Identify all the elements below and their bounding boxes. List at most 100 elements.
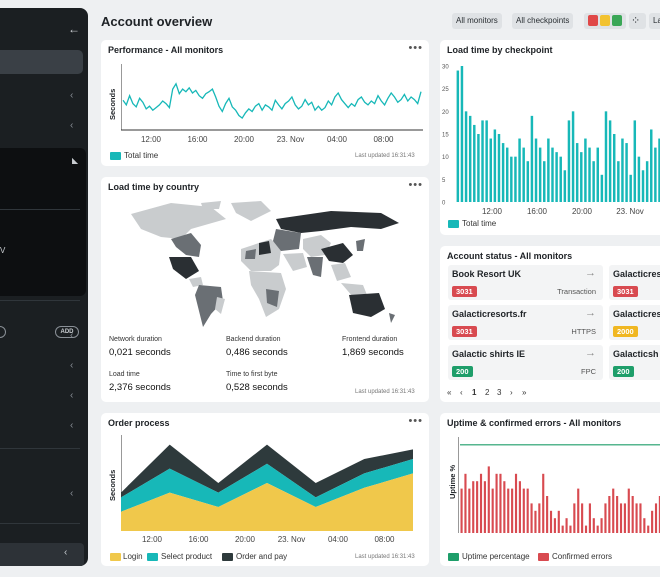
- sidebar-item-selected[interactable]: [0, 50, 83, 74]
- legend-swatch: [448, 220, 459, 228]
- country-card: Load time by country ••• Network duratio…: [101, 177, 429, 402]
- card-title: Account status - All monitors: [447, 251, 573, 261]
- legend-label: Uptime percentage: [462, 552, 530, 561]
- all-checkpoints-button[interactable]: All checkpoints: [512, 13, 574, 29]
- monitor-tile[interactable]: Galactic shirts IE → 200 FPC: [448, 345, 603, 380]
- bar: [571, 111, 575, 202]
- add-button[interactable]: ADD: [55, 326, 79, 338]
- pager-page[interactable]: 2: [485, 388, 490, 397]
- chevron-left-icon[interactable]: ‹: [70, 420, 74, 431]
- error-bar: [468, 488, 471, 533]
- x-tick-label: 16:00: [188, 535, 209, 544]
- more-icon[interactable]: •••: [408, 179, 423, 191]
- bar: [530, 115, 534, 202]
- monitor-tile[interactable]: Book Resort UK → 3031 Transaction: [448, 265, 603, 300]
- bar: [493, 129, 497, 202]
- error-bar: [631, 496, 634, 533]
- error-bar: [588, 503, 591, 533]
- chevron-left-icon: ‹: [64, 547, 68, 558]
- monitor-tile[interactable]: Galacticres 3031: [609, 265, 660, 300]
- more-icon[interactable]: •••: [408, 415, 423, 427]
- monitor-name: Book Resort UK: [452, 269, 522, 279]
- order-chart: 12:00 16:00 20:00 23. Nov 04:00 08:00: [121, 435, 413, 544]
- arrow-right-icon: →: [585, 267, 596, 279]
- status-green-toggle[interactable]: [612, 15, 622, 26]
- legend-label: Total time: [462, 219, 497, 228]
- chevron-left-icon[interactable]: ‹: [70, 360, 74, 371]
- error-bar: [561, 525, 564, 533]
- error-bar: [538, 503, 541, 533]
- stat-label: Backend duration: [226, 336, 281, 343]
- bar: [658, 138, 660, 202]
- monitor-tile[interactable]: Galacticres 2000: [609, 305, 660, 340]
- error-bar: [507, 488, 510, 533]
- y-tick-label: 25: [442, 87, 449, 93]
- legend-swatch: [222, 553, 233, 561]
- uptime-line: [460, 444, 660, 446]
- bar: [633, 120, 637, 202]
- error-bar: [472, 481, 475, 533]
- chevron-left-icon[interactable]: ‹: [70, 90, 74, 101]
- bar: [522, 147, 525, 202]
- sidebar-toggle[interactable]: [0, 326, 6, 338]
- all-monitors-button[interactable]: All monitors: [452, 13, 502, 29]
- monitor-tile[interactable]: Galacticresorts.fr → 3031 HTTPS: [448, 305, 603, 340]
- x-tick-label: 20:00: [235, 535, 256, 544]
- chevron-left-icon[interactable]: ‹: [70, 390, 74, 401]
- pager-page[interactable]: 3: [497, 388, 502, 397]
- error-bar: [584, 525, 588, 533]
- card-title: Performance - All monitors: [108, 45, 224, 55]
- monitor-tile[interactable]: Galacticsh 200: [609, 345, 660, 380]
- error-bar: [495, 473, 498, 533]
- pager-page[interactable]: 1: [472, 388, 477, 397]
- error-bar: [491, 488, 494, 533]
- layout-button[interactable]: La: [649, 13, 660, 29]
- area-login: [121, 473, 413, 531]
- pager-last[interactable]: »: [522, 388, 527, 397]
- bar: [510, 156, 513, 202]
- series-line-total-time: [122, 82, 422, 120]
- status-yellow-toggle[interactable]: [600, 15, 610, 26]
- grid-icon[interactable]: ⁘: [629, 13, 646, 29]
- chevron-left-icon[interactable]: ‹: [70, 330, 74, 341]
- account-status-card: Account status - All monitors Book Resor…: [440, 246, 660, 402]
- collapse-arrow-icon[interactable]: ←: [68, 22, 80, 36]
- bar: [588, 147, 591, 202]
- error-bar: [623, 503, 626, 533]
- status-red-toggle[interactable]: [588, 15, 598, 26]
- bar: [580, 152, 583, 202]
- y-tick-label: 30: [442, 65, 449, 71]
- x-tick-label: 08:00: [373, 135, 394, 144]
- legend-swatch: [448, 553, 459, 561]
- chevron-left-icon[interactable]: ‹: [70, 488, 74, 499]
- error-bar: [546, 496, 549, 533]
- bar: [604, 111, 608, 202]
- pager-prev[interactable]: ‹: [460, 388, 463, 397]
- error-bar: [643, 518, 646, 533]
- chevron-left-icon[interactable]: ‹: [70, 120, 74, 131]
- bar: [612, 134, 616, 202]
- sidebar-submenu: ◣ ADD V: [0, 148, 86, 338]
- monitor-name: Galacticsh: [613, 349, 659, 359]
- x-tick-label: 12:00: [482, 207, 503, 216]
- monitor-name: Galacticresorts.fr: [452, 309, 527, 319]
- bar: [460, 66, 464, 202]
- y-tick-label: 5: [442, 178, 446, 184]
- sidebar-bottom-item[interactable]: ‹: [0, 543, 84, 566]
- checkpoint-card: Load time by checkpoint 30 25 20 15 10 5 0 12:0…: [440, 40, 660, 235]
- status-badge: 200: [613, 366, 634, 377]
- y-axis-label: Uptime %: [448, 464, 457, 499]
- stat-label: Time to first byte: [226, 371, 278, 378]
- bar: [608, 120, 612, 202]
- status-badge: 3031: [452, 286, 477, 297]
- y-tick-label: 0: [442, 201, 446, 207]
- pager-next[interactable]: ›: [510, 388, 513, 397]
- more-icon[interactable]: •••: [408, 42, 423, 54]
- pager-first[interactable]: «: [447, 388, 452, 397]
- bar: [563, 170, 567, 202]
- error-bar: [503, 481, 506, 533]
- legend-label: Total time: [124, 151, 159, 160]
- monitor-name: Galacticres: [613, 269, 660, 279]
- monitor-type: Transaction: [557, 287, 596, 296]
- monitor-name: Galactic shirts IE: [452, 349, 526, 359]
